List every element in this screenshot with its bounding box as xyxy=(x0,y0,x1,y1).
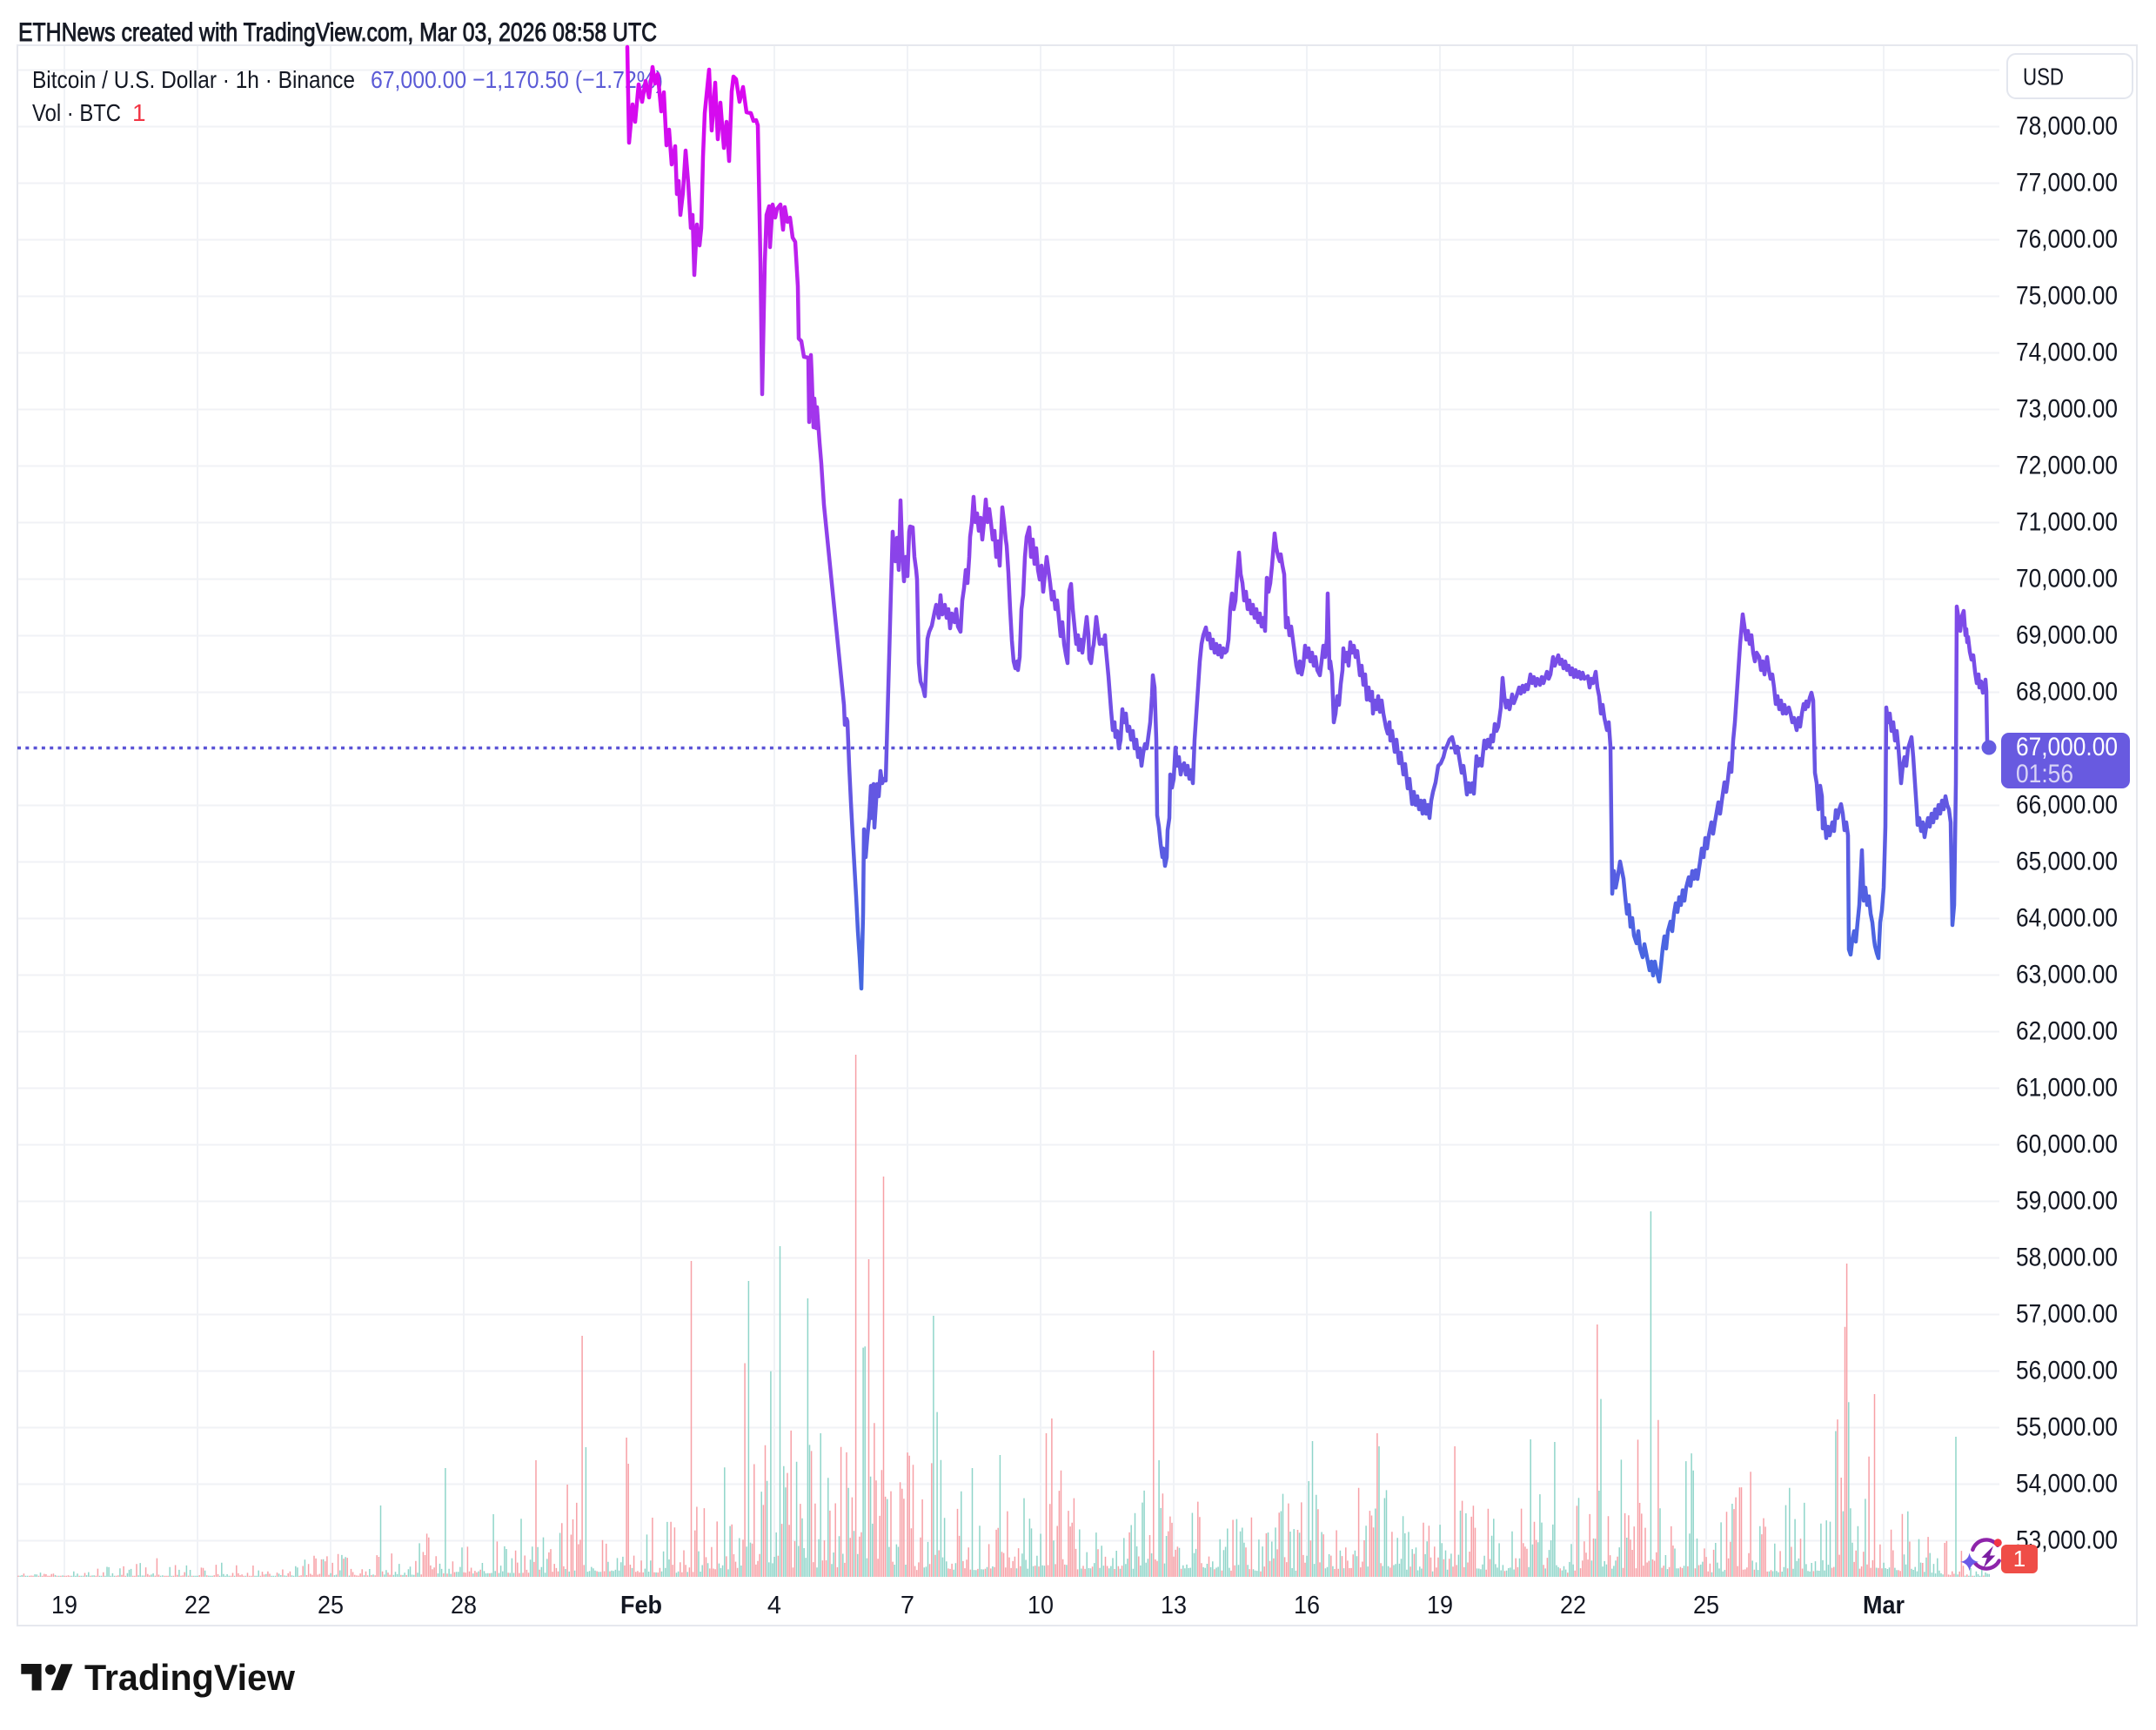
svg-text:ETHNews created with TradingVi: ETHNews created with TradingView.com, Ma… xyxy=(18,18,657,47)
svg-text:73,000.00: 73,000.00 xyxy=(2016,395,2118,424)
svg-text:Vol · BTC: Vol · BTC xyxy=(32,99,121,126)
svg-text:USD: USD xyxy=(2023,64,2064,91)
svg-text:67,000.00: 67,000.00 xyxy=(2016,733,2118,761)
svg-text:7: 7 xyxy=(901,1592,914,1619)
svg-text:76,000.00: 76,000.00 xyxy=(2016,225,2118,254)
svg-text:63,000.00: 63,000.00 xyxy=(2016,961,2118,989)
svg-text:71,000.00: 71,000.00 xyxy=(2016,508,2118,537)
svg-text:61,000.00: 61,000.00 xyxy=(2016,1074,2118,1103)
svg-text:13: 13 xyxy=(1161,1592,1187,1619)
svg-text:62,000.00: 62,000.00 xyxy=(2016,1017,2118,1046)
svg-text:28: 28 xyxy=(451,1592,477,1619)
svg-text:19: 19 xyxy=(1427,1592,1453,1619)
svg-text:77,000.00: 77,000.00 xyxy=(2016,169,2118,198)
svg-text:TradingView: TradingView xyxy=(84,1657,295,1698)
svg-text:57,000.00: 57,000.00 xyxy=(2016,1300,2118,1329)
svg-text:59,000.00: 59,000.00 xyxy=(2016,1187,2118,1216)
svg-text:22: 22 xyxy=(1560,1592,1586,1619)
svg-text:1: 1 xyxy=(2013,1546,2025,1572)
svg-text:69,000.00: 69,000.00 xyxy=(2016,621,2118,650)
svg-text:70,000.00: 70,000.00 xyxy=(2016,565,2118,593)
svg-text:65,000.00: 65,000.00 xyxy=(2016,848,2118,876)
svg-text:16: 16 xyxy=(1294,1592,1320,1619)
svg-text:67,000.00 −1,170.50 (−1.72%): 67,000.00 −1,170.50 (−1.72%) xyxy=(371,66,663,93)
svg-text:60,000.00: 60,000.00 xyxy=(2016,1130,2118,1159)
svg-text:78,000.00: 78,000.00 xyxy=(2016,112,2118,141)
svg-text:10: 10 xyxy=(1028,1592,1054,1619)
svg-text:4: 4 xyxy=(767,1592,781,1619)
svg-text:68,000.00: 68,000.00 xyxy=(2016,678,2118,707)
svg-text:25: 25 xyxy=(1693,1592,1719,1619)
svg-text:72,000.00: 72,000.00 xyxy=(2016,452,2118,480)
svg-text:25: 25 xyxy=(318,1592,344,1619)
svg-text:75,000.00: 75,000.00 xyxy=(2016,282,2118,311)
svg-text:56,000.00: 56,000.00 xyxy=(2016,1357,2118,1385)
svg-text:64,000.00: 64,000.00 xyxy=(2016,904,2118,933)
svg-text:22: 22 xyxy=(184,1592,211,1619)
svg-text:58,000.00: 58,000.00 xyxy=(2016,1244,2118,1272)
svg-text:66,000.00: 66,000.00 xyxy=(2016,791,2118,820)
svg-text:54,000.00: 54,000.00 xyxy=(2016,1470,2118,1499)
svg-text:Bitcoin / U.S. Dollar · 1h · B: Bitcoin / U.S. Dollar · 1h · Binance xyxy=(32,66,355,93)
svg-text:1: 1 xyxy=(132,99,146,126)
svg-text:Feb: Feb xyxy=(620,1592,662,1619)
svg-text:55,000.00: 55,000.00 xyxy=(2016,1413,2118,1442)
svg-text:01:56: 01:56 xyxy=(2016,760,2073,788)
svg-text:19: 19 xyxy=(51,1592,77,1619)
svg-text:74,000.00: 74,000.00 xyxy=(2016,339,2118,367)
svg-text:Mar: Mar xyxy=(1863,1592,1905,1619)
